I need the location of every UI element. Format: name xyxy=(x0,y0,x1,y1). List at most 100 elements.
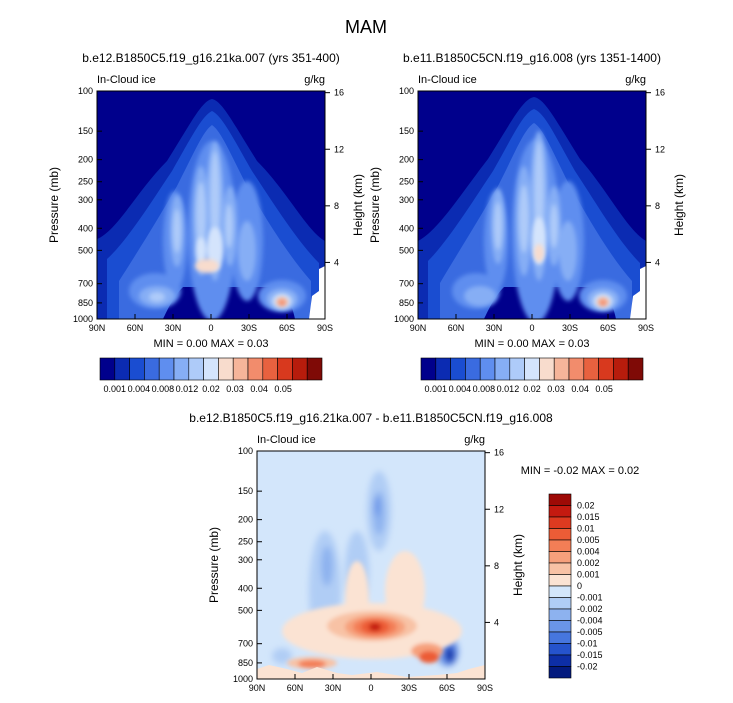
colorbar-box xyxy=(548,505,572,518)
colorbar-box xyxy=(548,608,572,621)
colorbar-box xyxy=(144,357,160,381)
panel-2-ylabel-right: Height (km) xyxy=(672,174,686,236)
panel-3-ylabel-right: Height (km) xyxy=(511,534,525,596)
colorbar-label: -0.015 xyxy=(577,650,603,660)
x-tick-label: 60S xyxy=(279,323,295,333)
y-tick-label: 300 xyxy=(238,555,253,565)
colorbar-label: -0.001 xyxy=(577,593,603,603)
colorbar-box xyxy=(568,357,585,381)
y-tick-label: 200 xyxy=(78,155,93,165)
y-tick-label: 700 xyxy=(238,639,253,649)
colorbar-label: 0.04 xyxy=(250,384,268,394)
x-tick-label: 90N xyxy=(89,323,106,333)
colorbar-label: 0.004 xyxy=(449,384,472,394)
colorbar-box xyxy=(548,585,572,598)
colorbar-label: 0.01 xyxy=(577,524,595,534)
colorbar-label: -0.004 xyxy=(577,616,603,626)
x-tick-label: 60S xyxy=(600,323,616,333)
colorbar-box xyxy=(509,357,525,381)
colorbar-label: 0.02 xyxy=(202,384,220,394)
panel-3: b.e12.B1850C5.f19_g16.21ka.007 - b.e11.B… xyxy=(189,411,639,680)
colorbar-box xyxy=(158,357,175,381)
panel-1-ylabel-right: Height (km) xyxy=(351,174,365,236)
height-tick-label: 4 xyxy=(494,617,499,627)
colorbar-box xyxy=(548,528,572,541)
x-tick-label: 30N xyxy=(165,323,182,333)
colorbar-box xyxy=(479,357,496,381)
colorbar-box xyxy=(583,357,599,381)
height-tick-label: 8 xyxy=(655,201,660,211)
colorbar-label: 0.02 xyxy=(523,384,541,394)
panel-2-title: b.e11.B1850C5CN.f19_g16.008 (yrs 1351-14… xyxy=(403,51,661,65)
height-tick-label: 8 xyxy=(334,201,339,211)
colorbar-box xyxy=(450,357,466,381)
panel-1: b.e12.B1850C5.f19_g16.21ka.007 (yrs 351-… xyxy=(47,51,365,350)
colorbar-box xyxy=(548,539,572,552)
height-tick-label: 4 xyxy=(334,257,339,267)
x-tick-label: 60S xyxy=(439,683,455,693)
height-tick-label: 16 xyxy=(494,448,504,458)
x-tick-label: 90S xyxy=(638,323,654,333)
colorbar-box xyxy=(524,357,540,381)
x-tick-label: 0 xyxy=(368,683,373,693)
colorbar-box xyxy=(277,357,293,381)
colorbar-box xyxy=(247,357,264,381)
y-tick-label: 250 xyxy=(78,177,93,187)
panel-1-contour-field xyxy=(97,91,325,321)
colorbar-label: 0.012 xyxy=(497,384,520,394)
y-tick-label: 1000 xyxy=(233,674,253,684)
x-tick-label: 90S xyxy=(317,323,333,333)
panel-3-ylabel: Pressure (mb) xyxy=(207,527,221,603)
y-tick-label: 200 xyxy=(399,155,414,165)
colorbar-label: 0.005 xyxy=(577,535,600,545)
panel-2-contour-field xyxy=(418,91,646,323)
colorbar-box xyxy=(548,631,572,644)
y-tick-label: 100 xyxy=(78,86,93,96)
colorbar-box xyxy=(553,357,570,381)
x-tick-label: 30S xyxy=(562,323,578,333)
colorbar-label: -0.02 xyxy=(577,662,598,672)
x-tick-label: 30N xyxy=(486,323,503,333)
panel-3-contour-field xyxy=(257,451,485,679)
colorbar-box xyxy=(188,357,204,381)
colorbar-label: 0.001 xyxy=(577,570,600,580)
colorbar-label: 0.001 xyxy=(425,384,448,394)
panel-1-title: b.e12.B1850C5.f19_g16.21ka.007 (yrs 351-… xyxy=(82,51,340,65)
y-tick-label: 200 xyxy=(238,515,253,525)
figure-title: MAM xyxy=(345,17,387,37)
colorbar-label: 0.04 xyxy=(571,384,589,394)
y-tick-label: 500 xyxy=(78,245,93,255)
y-tick-label: 250 xyxy=(238,537,253,547)
colorbar-box xyxy=(548,643,572,656)
colorbar-box xyxy=(99,357,116,381)
colorbar-box xyxy=(548,666,572,679)
y-tick-label: 400 xyxy=(78,223,93,233)
x-tick-label: 90N xyxy=(249,683,266,693)
colorbar-box xyxy=(262,357,278,381)
colorbar-box xyxy=(548,493,572,506)
y-tick-label: 700 xyxy=(78,279,93,289)
colorbar-label: -0.01 xyxy=(577,639,598,649)
colorbar-label: 0.004 xyxy=(128,384,151,394)
colorbar-box xyxy=(548,574,572,587)
colorbar-box xyxy=(548,516,572,529)
colorbar-label: 0 xyxy=(577,581,582,591)
height-tick-label: 4 xyxy=(655,257,660,267)
x-tick-label: 0 xyxy=(529,323,534,333)
colorbar-box xyxy=(494,357,511,381)
panel-1-left-string: In-Cloud ice xyxy=(97,74,156,86)
colorbar-box xyxy=(129,357,145,381)
colorbar-box xyxy=(114,357,130,381)
y-tick-label: 100 xyxy=(238,446,253,456)
colorbar-label: 0.05 xyxy=(274,384,292,394)
colorbar-box xyxy=(548,654,572,667)
colorbar-label: 0.012 xyxy=(176,384,199,394)
y-tick-label: 250 xyxy=(399,177,414,187)
height-tick-label: 8 xyxy=(494,561,499,571)
panel-2-minmax: MIN = 0.00 MAX = 0.03 xyxy=(475,338,590,350)
y-tick-label: 500 xyxy=(238,605,253,615)
y-tick-label: 1000 xyxy=(394,314,414,324)
x-tick-label: 30S xyxy=(241,323,257,333)
y-tick-label: 150 xyxy=(78,126,93,136)
